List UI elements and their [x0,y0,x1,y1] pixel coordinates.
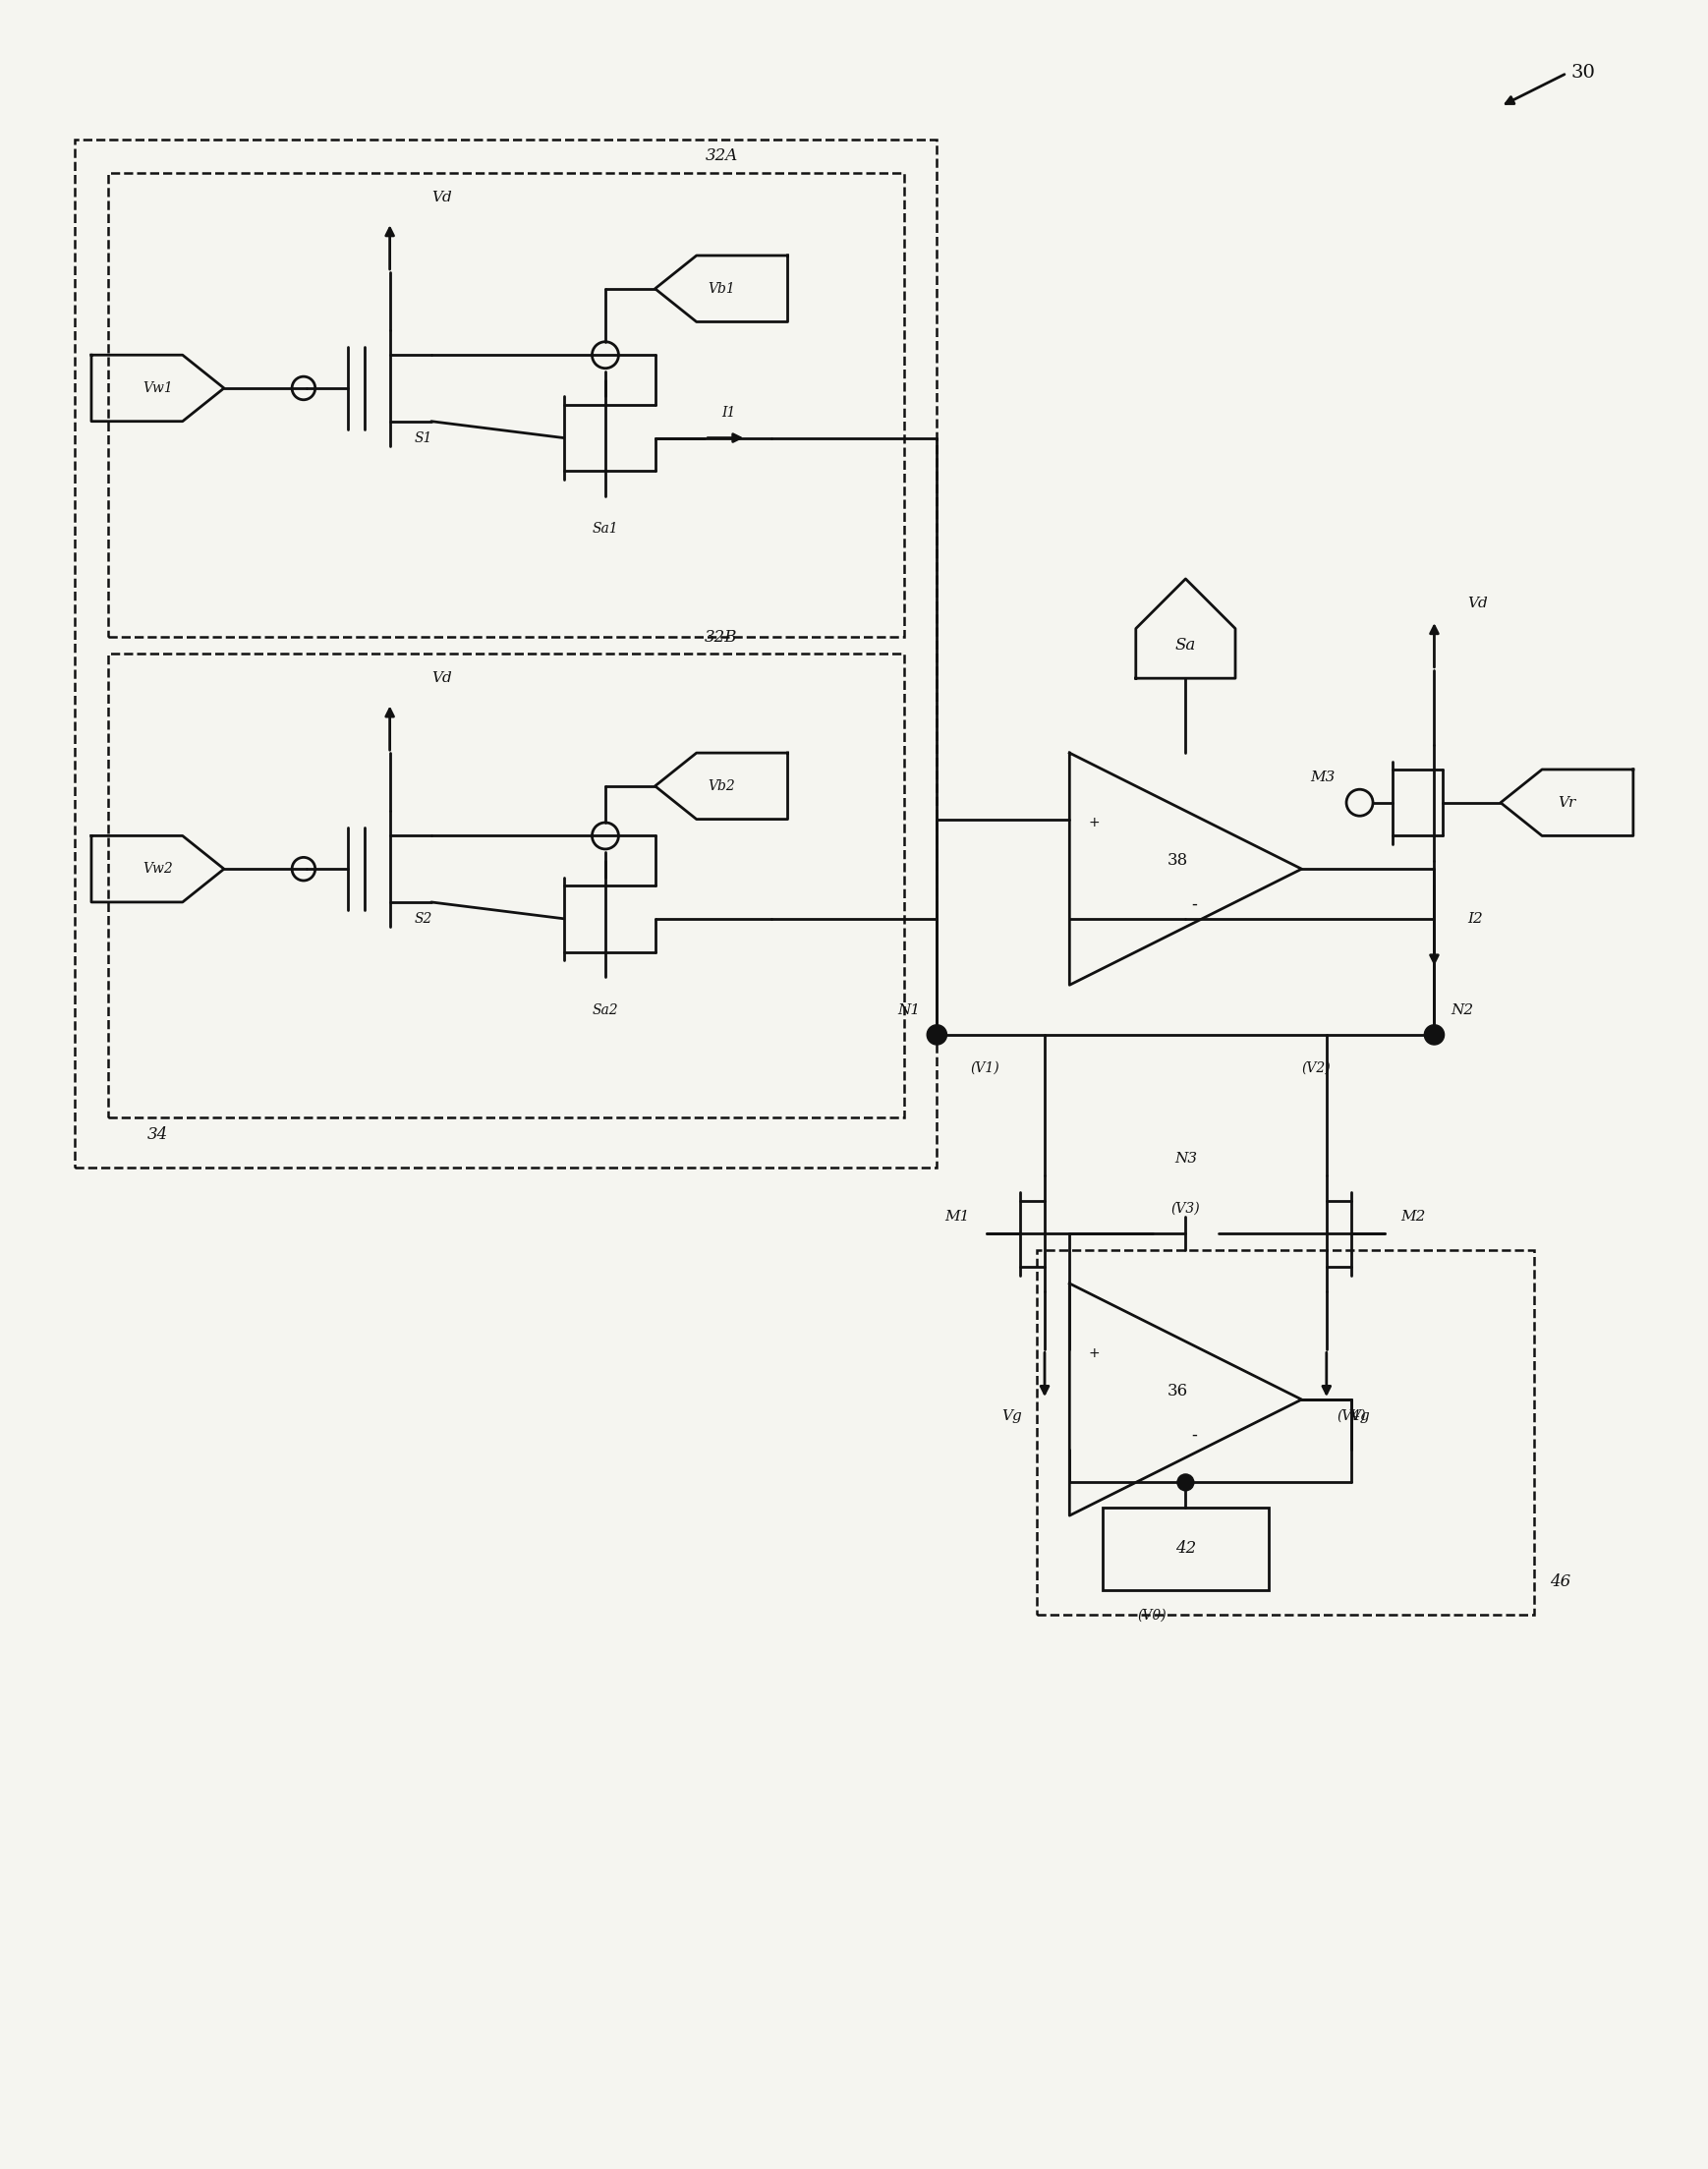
Text: Vg: Vg [1349,1410,1370,1423]
Bar [108,653,904,1117]
Text: Sa: Sa [1175,638,1196,653]
Text: +: + [1088,816,1100,829]
Text: 38: 38 [1167,852,1187,870]
Text: Vb2: Vb2 [707,779,734,794]
Circle shape [927,1024,946,1045]
Text: I2: I2 [1467,911,1483,926]
Text: N3: N3 [1173,1152,1197,1167]
Text: Vw2: Vw2 [142,861,173,876]
Text: -: - [1190,1425,1197,1442]
Text: Vr: Vr [1558,796,1576,809]
Circle shape [1424,1024,1445,1045]
Text: 34: 34 [147,1126,167,1143]
Text: Vd: Vd [430,191,451,204]
Circle shape [1177,1475,1194,1490]
Text: +: + [1088,1347,1100,1360]
Bar [1037,1249,1534,1616]
Text: Sa1: Sa1 [593,523,618,536]
Text: Vw1: Vw1 [142,382,173,395]
Bar [108,174,904,638]
Text: Sa2: Sa2 [593,1002,618,1017]
Text: 32A: 32A [705,147,738,165]
Text: Vg: Vg [1001,1410,1021,1423]
Text: (V2): (V2) [1301,1061,1331,1076]
Text: N2: N2 [1450,1002,1474,1017]
Text: (V3): (V3) [1172,1202,1201,1217]
Text: Vb1: Vb1 [707,282,734,295]
Bar [1103,1507,1269,1590]
Text: 46: 46 [1551,1573,1571,1590]
Text: M2: M2 [1401,1210,1426,1223]
Text: S2: S2 [413,911,432,926]
Text: 42: 42 [1175,1540,1196,1557]
Text: 36: 36 [1167,1384,1187,1399]
Text: (V0): (V0) [1138,1607,1167,1622]
Text: Vd: Vd [1467,596,1488,609]
Text: 30: 30 [1571,65,1595,82]
Text: Vd: Vd [430,672,451,685]
Text: (V1): (V1) [970,1061,999,1076]
Text: I1: I1 [721,406,736,421]
Text: N1: N1 [898,1002,921,1017]
Text: S1: S1 [413,432,432,445]
Text: (V4): (V4) [1337,1410,1366,1423]
Bar [75,139,938,1167]
Text: -: - [1190,896,1197,913]
Text: 32B: 32B [705,629,738,644]
Text: M1: M1 [945,1210,970,1223]
Text: M3: M3 [1310,770,1334,785]
